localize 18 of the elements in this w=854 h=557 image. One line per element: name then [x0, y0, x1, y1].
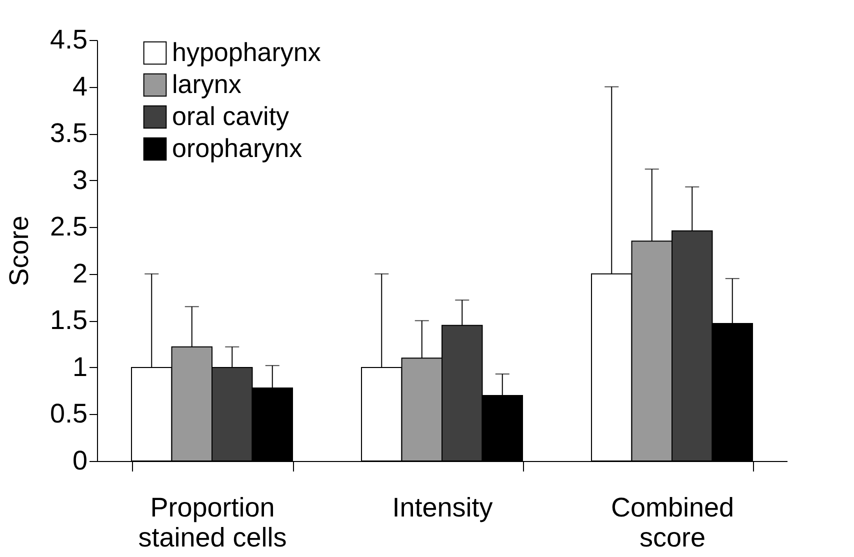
x-tick-label: Intensity [392, 492, 494, 522]
legend-label: oral cavity [172, 101, 290, 131]
y-tick-label: 1.5 [50, 305, 88, 336]
y-tick-label: 3.5 [50, 118, 88, 148]
legend-label: larynx [172, 69, 242, 99]
y-tick-label: 0 [72, 446, 88, 476]
y-tick-label: 4.5 [50, 24, 88, 54]
x-tick-label: Combined score [610, 492, 734, 552]
y-axis-title: Score [4, 216, 34, 286]
legend-label: hypopharynx [172, 37, 321, 67]
y-tick-label: 2.5 [50, 212, 88, 242]
y-tick-label: 3 [72, 164, 88, 195]
legend-label: oropharynx [172, 133, 302, 163]
y-tick-label: 4 [72, 71, 88, 102]
y-tick-label: 0.5 [50, 398, 88, 429]
y-tick-label: 2 [72, 258, 88, 288]
x-tick-label: Proportion stained cells [138, 492, 287, 552]
y-tick-label: 1 [72, 352, 88, 382]
